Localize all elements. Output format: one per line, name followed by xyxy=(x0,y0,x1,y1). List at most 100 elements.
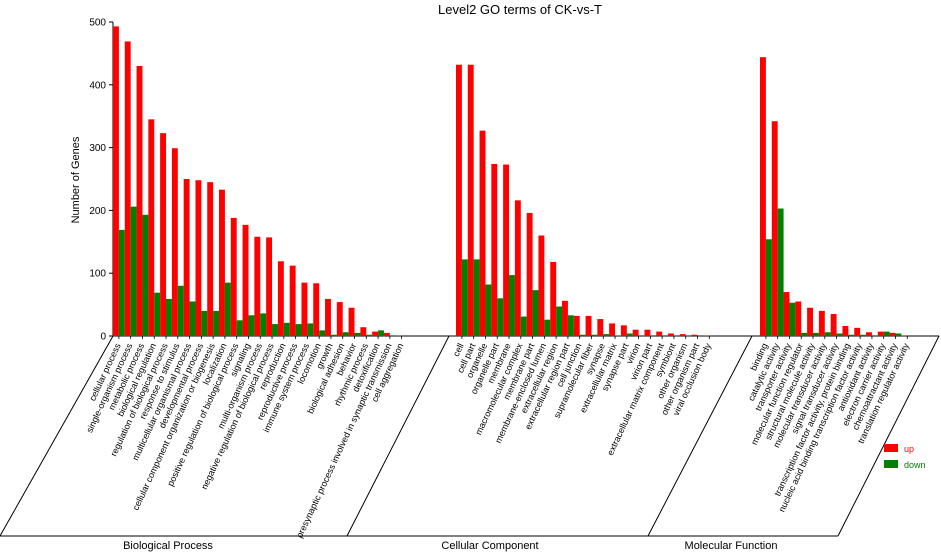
bar-up xyxy=(242,224,249,336)
bar-down xyxy=(615,335,621,336)
legend-up-swatch xyxy=(884,444,898,452)
bar-down xyxy=(118,229,125,336)
bar-down xyxy=(895,333,902,336)
bar-down xyxy=(272,324,278,336)
bar-down xyxy=(130,206,137,336)
bar-up xyxy=(336,302,343,336)
bar-down xyxy=(485,284,492,336)
bar-up xyxy=(195,180,202,336)
bar-up xyxy=(266,237,273,336)
bar-up xyxy=(538,235,545,336)
bar-up xyxy=(526,212,533,336)
bar-down xyxy=(544,319,551,336)
bar-up xyxy=(632,329,639,336)
bar-up xyxy=(691,334,698,336)
bar-down xyxy=(556,306,563,336)
y-tick-label: 0 xyxy=(100,332,106,343)
legend: up down xyxy=(884,444,926,470)
bar-down xyxy=(461,259,468,336)
bar-up xyxy=(148,119,155,336)
bar-down xyxy=(177,285,184,336)
bar-down xyxy=(848,334,855,336)
bar-down xyxy=(801,332,808,336)
bar-down xyxy=(248,315,255,336)
bar-up xyxy=(313,283,320,336)
bar-up xyxy=(644,329,651,336)
bar-up xyxy=(219,189,225,336)
bar-up xyxy=(901,335,908,336)
bar-up xyxy=(301,282,308,336)
bar-up xyxy=(877,331,884,336)
bar-down xyxy=(591,334,598,336)
bar-down xyxy=(307,323,314,336)
y-tick-label: 100 xyxy=(89,269,106,280)
bar-down xyxy=(497,298,504,336)
bar-up xyxy=(325,298,331,336)
y-tick-label: 300 xyxy=(89,143,106,154)
bar-down xyxy=(330,334,337,336)
bar-up xyxy=(348,307,355,336)
bar-up xyxy=(656,331,663,336)
bar-down xyxy=(378,330,384,336)
bar-down xyxy=(166,298,172,336)
bar-up xyxy=(854,327,861,336)
bar-up xyxy=(360,327,367,336)
y-tick-label: 500 xyxy=(89,18,106,29)
bar-down xyxy=(860,334,867,336)
bar-up xyxy=(818,310,825,336)
bar-up xyxy=(514,200,521,336)
bar-up xyxy=(889,332,896,336)
bar-up xyxy=(597,319,604,336)
bar-down xyxy=(473,259,480,336)
bar-up xyxy=(491,163,498,336)
bar-down xyxy=(567,315,574,336)
bar-down xyxy=(813,332,819,336)
legend-down-swatch xyxy=(884,460,898,468)
bar-down xyxy=(824,332,831,336)
bar-up xyxy=(289,265,296,336)
bar-up xyxy=(609,323,616,336)
bar-down xyxy=(366,334,373,336)
bar-down xyxy=(154,292,161,336)
group-separator-line xyxy=(647,335,753,537)
y-tick-label: 200 xyxy=(89,206,106,217)
bar-up xyxy=(620,325,627,336)
bar-down xyxy=(236,320,243,336)
bar-up xyxy=(277,261,284,336)
bar-down xyxy=(189,301,196,336)
bar-up xyxy=(503,164,510,336)
bar-down xyxy=(765,239,772,336)
bar-up xyxy=(585,315,592,336)
bar-up xyxy=(783,292,790,336)
bar-down xyxy=(509,275,515,336)
legend-up-label: up xyxy=(904,444,914,454)
bar-down xyxy=(520,316,527,336)
bar-down xyxy=(836,333,843,336)
bar-up xyxy=(703,335,710,336)
bar-up xyxy=(562,300,568,336)
bar-up xyxy=(668,333,674,336)
bar-up xyxy=(830,314,837,336)
bar-up xyxy=(372,331,379,336)
bar-up xyxy=(207,182,214,336)
bar-down xyxy=(532,290,539,336)
bar-down xyxy=(142,214,149,336)
bar-down xyxy=(354,332,361,336)
bar-up xyxy=(550,261,557,336)
chart-title: Level2 GO terms of CK-vs-T xyxy=(438,2,602,17)
bar-down xyxy=(777,208,784,336)
legend-down-label: down xyxy=(904,460,926,470)
bar-up xyxy=(395,335,402,336)
group-label: Molecular Function xyxy=(685,540,778,552)
bar-down xyxy=(579,334,586,336)
bar-down xyxy=(789,302,796,336)
bar-up xyxy=(383,332,390,336)
group-label: Biological Process xyxy=(123,540,213,552)
bar-up xyxy=(456,64,462,336)
bar-down xyxy=(342,332,349,336)
bar-down xyxy=(283,322,290,336)
bar-down xyxy=(883,331,890,336)
bar-up xyxy=(124,41,131,337)
